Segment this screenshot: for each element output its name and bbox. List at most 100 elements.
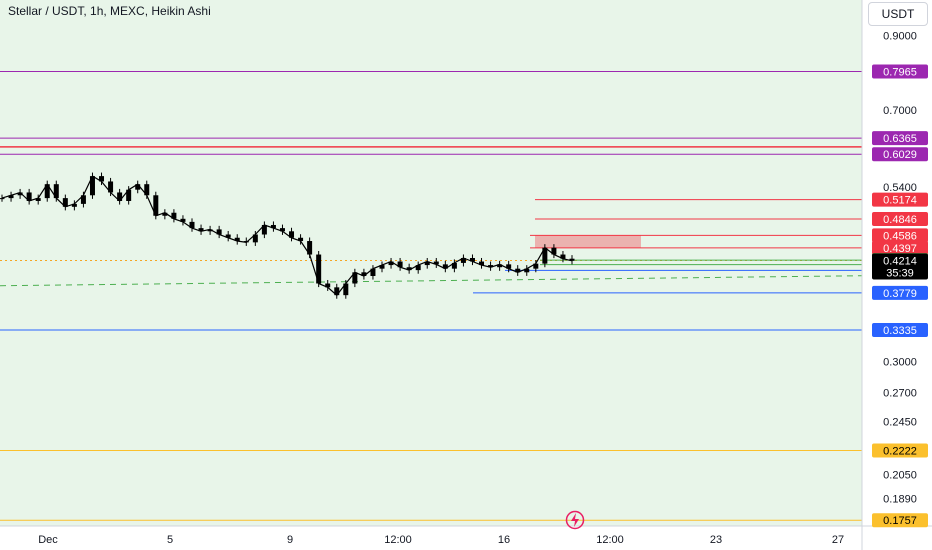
price-level-label: 0.2222 (872, 443, 928, 458)
price-label-bg (872, 212, 928, 227)
price-label-text: 0.1757 (883, 515, 917, 527)
lightning-icon[interactable] (565, 510, 585, 530)
candle-body (307, 241, 313, 255)
price-level-label: 0.3335 (872, 322, 928, 337)
price-level-label: 0.1757 (872, 513, 928, 528)
candle-body (551, 247, 557, 255)
price-series-line (1, 175, 573, 297)
price-level-label: 0.4586 (872, 228, 928, 243)
candle-body (460, 258, 466, 263)
x-tick-label: Dec (38, 534, 58, 546)
price-label-text: 0.3335 (883, 325, 917, 337)
y-tick-label: 0.5400 (883, 182, 917, 194)
chart-title: Stellar / USDT, 1h, MEXC, Heikin Ashi (8, 4, 211, 18)
candle-body (279, 228, 285, 232)
price-label-text: 0.5174 (883, 195, 917, 207)
candle-body (469, 258, 475, 262)
candle-body (397, 261, 403, 268)
candle-body (424, 261, 430, 266)
price-label-text: 0.3779 (883, 288, 917, 300)
candle-body (325, 283, 331, 288)
time-axis (0, 526, 932, 550)
candle-body (497, 264, 503, 268)
sell-zone (535, 235, 641, 248)
price-level-label: 0.6029 (872, 147, 928, 162)
candle-body (189, 221, 195, 229)
x-tick-label: 23 (710, 534, 722, 546)
x-tick-label: 12:00 (596, 534, 624, 546)
candle-body (289, 231, 295, 238)
candle-body (180, 218, 186, 222)
candle-body (135, 184, 141, 190)
candle-body (261, 224, 267, 235)
price-label-bg (872, 131, 928, 146)
candle-body (53, 184, 59, 199)
candle-body (216, 229, 222, 235)
x-tick-label: 16 (498, 534, 510, 546)
candle-body (334, 287, 340, 296)
candle-body (198, 228, 204, 232)
candle-body (35, 198, 41, 201)
candle-body (433, 261, 439, 265)
y-tick-label: 0.2700 (883, 388, 917, 400)
candle-body (44, 184, 50, 199)
candle-body (171, 212, 177, 219)
price-level-label: 0.3779 (872, 285, 928, 300)
candle-body (569, 258, 575, 261)
currency-button[interactable]: USDT (868, 2, 928, 26)
current-price-bg (872, 253, 928, 280)
candle-body (451, 262, 457, 269)
price-label-text: 0.2222 (883, 446, 917, 458)
current-price-text: 0.4214 (883, 256, 917, 268)
price-label-bg (872, 192, 928, 207)
x-tick-label: 27 (832, 534, 844, 546)
candle-body (108, 181, 114, 193)
candle-body (62, 198, 68, 207)
candle-body (506, 264, 512, 269)
candle-body (225, 234, 231, 238)
candle-body (80, 195, 86, 204)
candle-body (26, 192, 32, 201)
candle-body (207, 229, 213, 232)
candle-body (488, 265, 494, 268)
candle-body (316, 254, 322, 284)
candle-body (252, 234, 258, 243)
candle-body (560, 254, 566, 259)
candle-body (8, 195, 14, 199)
candle-body (542, 247, 548, 264)
y-tick-label: 0.9000 (883, 30, 917, 42)
candle-body (524, 268, 530, 273)
price-level-label: 0.6365 (872, 131, 928, 146)
candle-body (388, 261, 394, 266)
candle-body (352, 272, 358, 284)
y-tick-label: 0.1890 (883, 494, 917, 506)
candle-body (442, 264, 448, 269)
x-tick-label: 9 (287, 534, 293, 546)
trend-dashed-line (0, 275, 863, 287)
candle-body (126, 189, 132, 201)
price-label-text: 0.7965 (883, 67, 917, 79)
y-tick-label: 0.2050 (883, 469, 917, 481)
price-level-label: 0.5174 (872, 192, 928, 207)
price-label-bg (872, 322, 928, 337)
candle-body (515, 268, 521, 273)
candle-body (361, 272, 367, 276)
x-tick-label: 5 (167, 534, 173, 546)
candle-body (533, 263, 539, 269)
y-tick-label: 0.2450 (883, 417, 917, 429)
candle-body (71, 203, 77, 207)
candle-body (162, 212, 168, 216)
candle-body (343, 283, 349, 296)
price-label-bg (872, 513, 928, 528)
candle-body (370, 268, 376, 276)
candle-body (415, 265, 421, 271)
candle-body (479, 261, 485, 266)
price-label-bg (872, 64, 928, 79)
x-tick-label: 12:00 (384, 534, 412, 546)
countdown-text: 35:39 (886, 268, 914, 280)
price-label-text: 0.4586 (883, 230, 917, 242)
candle-body (153, 195, 159, 216)
price-label-text: 0.6365 (883, 133, 917, 145)
